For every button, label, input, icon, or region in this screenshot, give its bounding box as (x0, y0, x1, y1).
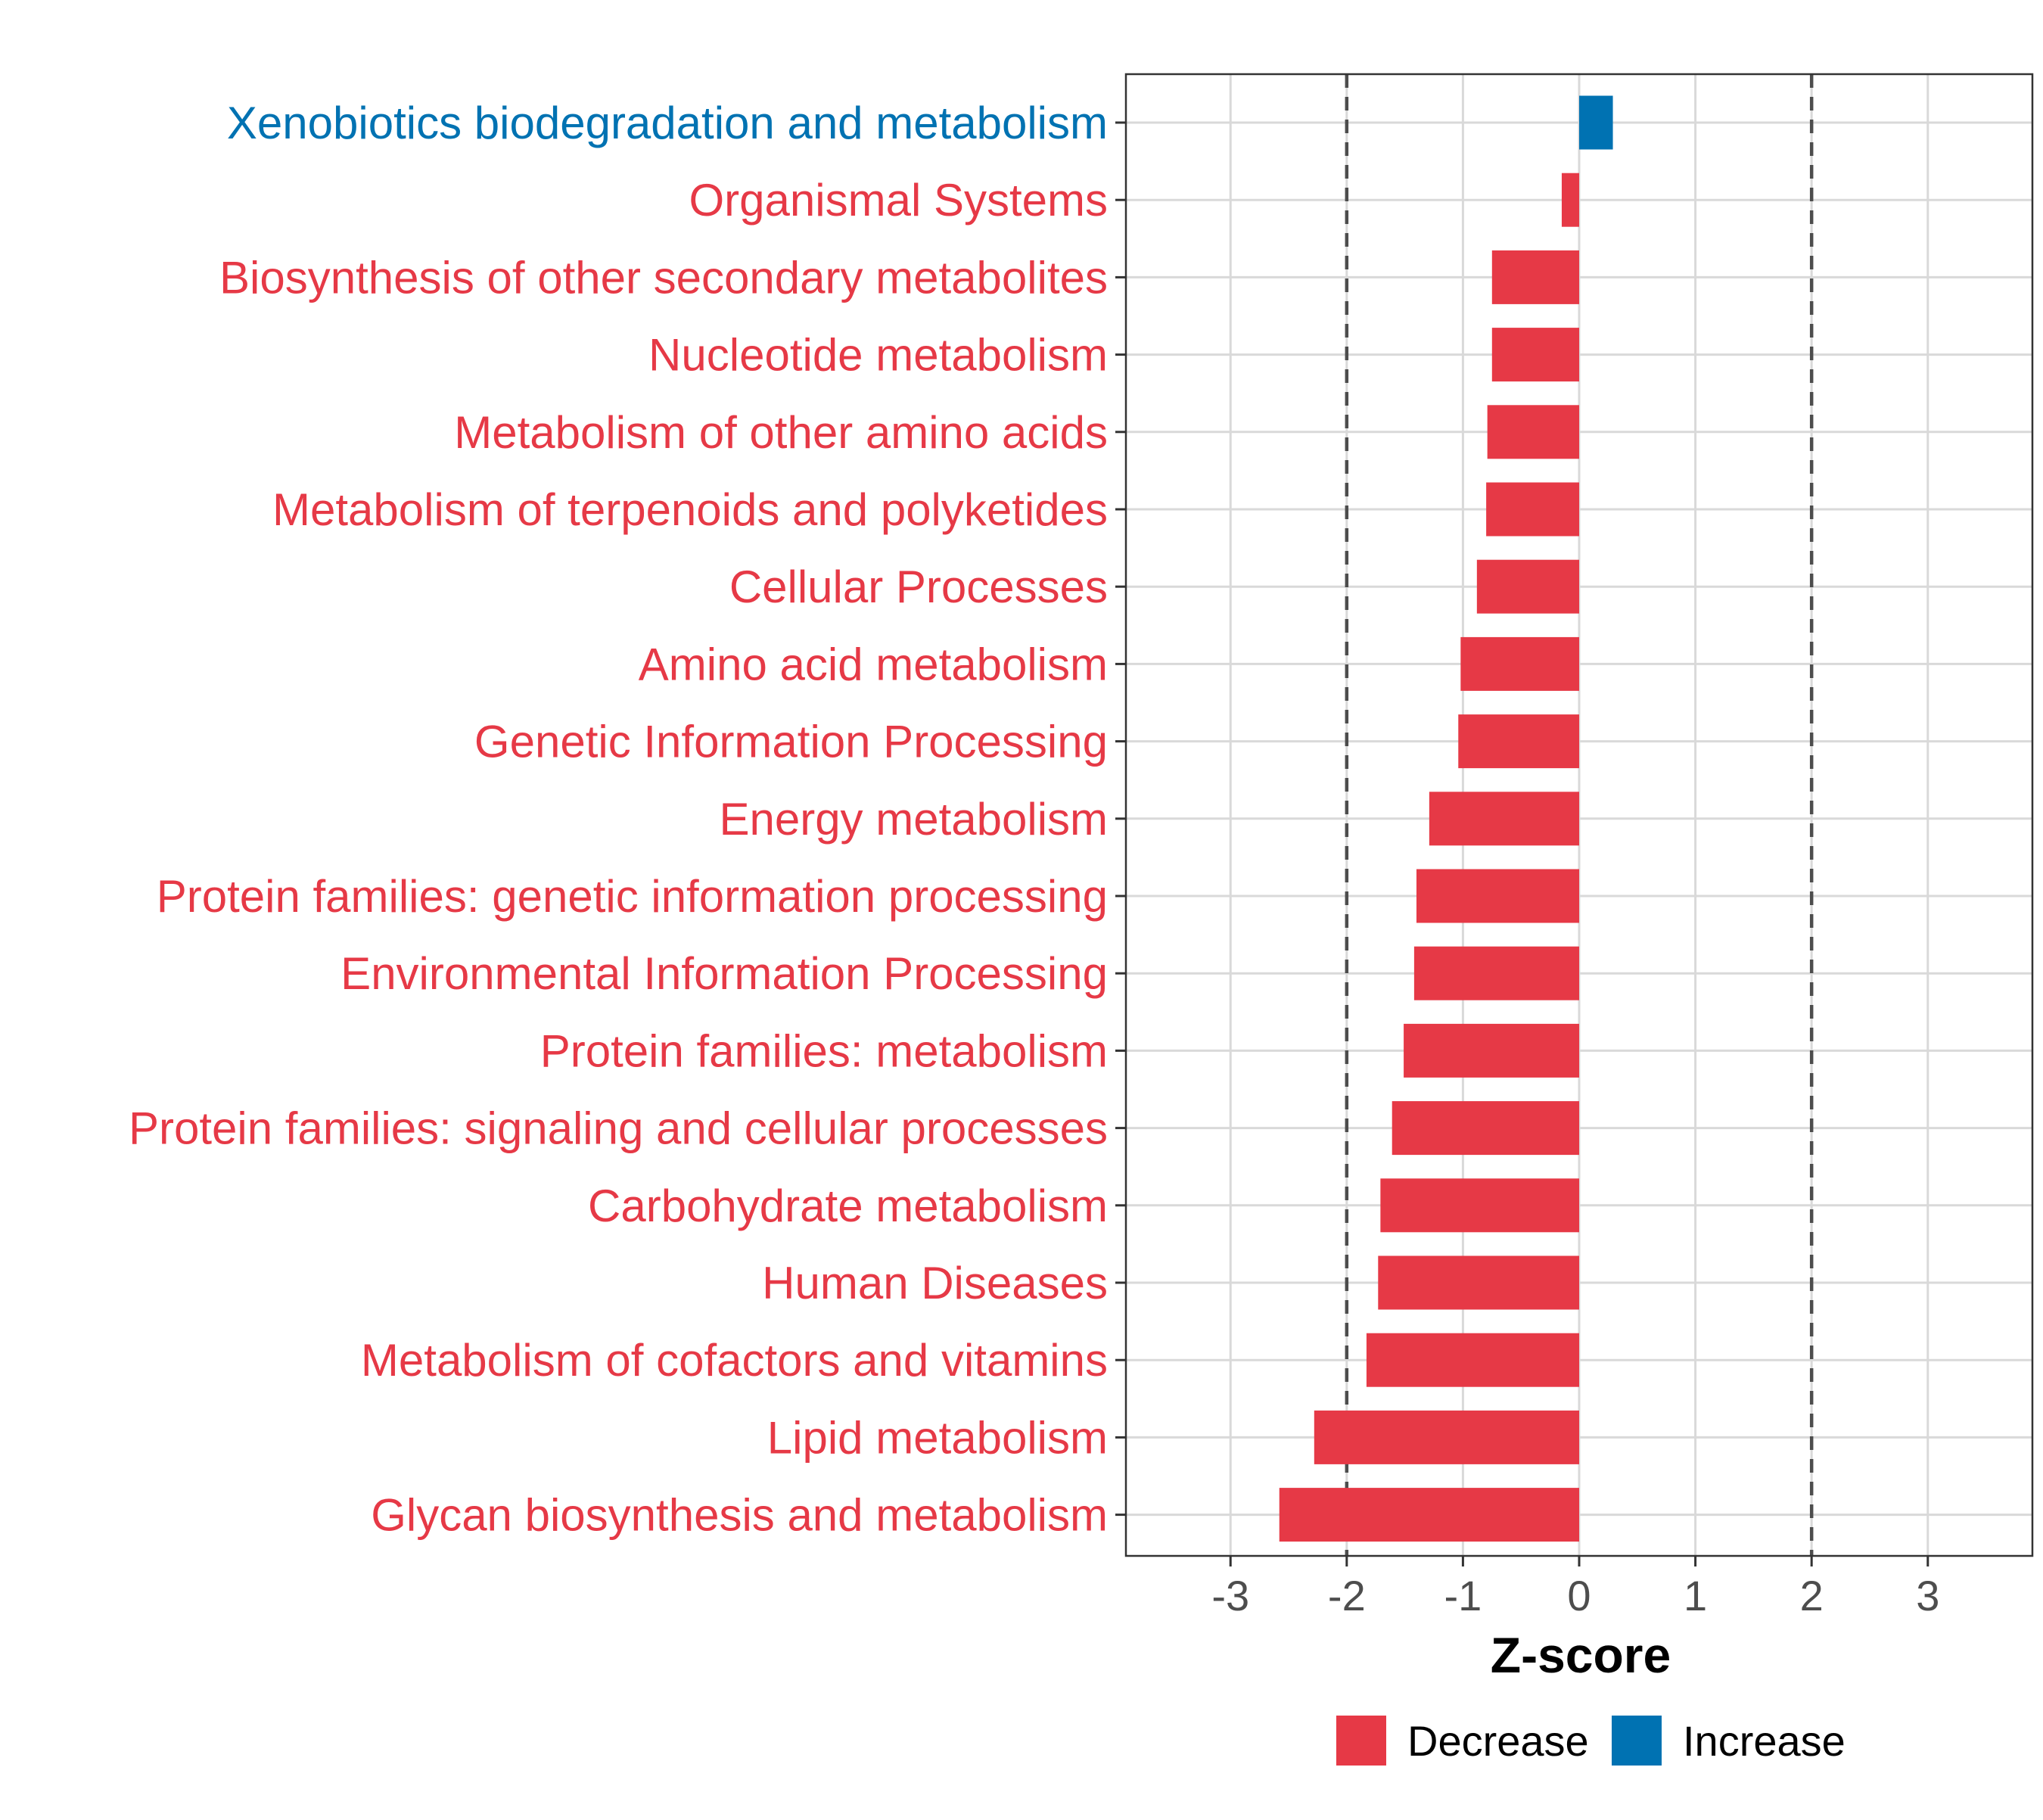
y-axis: Xenobiotics biodegradation and metabolis… (129, 98, 1126, 1541)
bar (1491, 250, 1579, 304)
x-tick-label: 1 (1684, 1572, 1707, 1619)
category-label: Lipid metabolism (767, 1412, 1108, 1463)
bar (1416, 869, 1579, 923)
category-label: Biosynthesis of other secondary metaboli… (219, 252, 1108, 303)
category-label: Genetic Information Processing (474, 717, 1108, 767)
bar (1561, 173, 1579, 227)
bar (1487, 405, 1579, 459)
bar (1380, 1178, 1579, 1233)
category-label: Energy metabolism (719, 794, 1108, 845)
category-label: Metabolism of cofactors and vitamins (361, 1335, 1108, 1386)
bar (1404, 1023, 1579, 1078)
legend-label: Increase (1683, 1717, 1846, 1765)
x-tick-label: -3 (1211, 1572, 1249, 1619)
category-label: Environmental Information Processing (340, 948, 1108, 999)
bar (1279, 1488, 1579, 1542)
legend-swatch (1336, 1716, 1386, 1766)
category-label: Xenobiotics biodegradation and metabolis… (227, 98, 1108, 148)
legend: Decrease Increase (1336, 1716, 1846, 1766)
threshold-layer (1345, 74, 1814, 1556)
category-label: Protein families: genetic information pr… (157, 871, 1108, 922)
bar (1314, 1410, 1579, 1464)
bar (1476, 559, 1579, 614)
category-label: Glycan biosynthesis and metabolism (371, 1490, 1108, 1541)
bar (1460, 636, 1579, 691)
category-label: Carbohydrate metabolism (588, 1181, 1108, 1231)
x-tick-label: 0 (1567, 1572, 1591, 1619)
bar (1486, 482, 1579, 537)
bar (1366, 1333, 1579, 1387)
bar (1378, 1255, 1579, 1310)
x-tick-label: -1 (1444, 1572, 1482, 1619)
bar (1429, 792, 1579, 846)
bar (1579, 95, 1613, 150)
x-axis: -3 -2 -1 0 1 2 3 (1211, 1556, 1939, 1619)
bar (1413, 946, 1579, 1000)
bar (1491, 328, 1579, 382)
x-axis-title: Z-score (1491, 1627, 1671, 1683)
category-label: Protein families: signaling and cellular… (129, 1103, 1108, 1154)
legend-label: Decrease (1407, 1717, 1589, 1765)
category-label: Nucleotide metabolism (648, 330, 1108, 381)
category-label: Protein families: metabolism (540, 1025, 1108, 1076)
bar (1392, 1101, 1579, 1156)
category-label: Metabolism of other amino acids (454, 407, 1108, 458)
category-label: Human Diseases (762, 1258, 1108, 1308)
x-tick-label: 2 (1800, 1572, 1824, 1619)
category-label: Amino acid metabolism (639, 639, 1108, 689)
category-label: Cellular Processes (729, 562, 1108, 612)
bar-layer (1279, 95, 1613, 1542)
legend-swatch (1612, 1716, 1662, 1766)
category-label: Metabolism of terpenoids and polyketides (272, 484, 1108, 535)
category-label: Organismal Systems (689, 175, 1108, 226)
x-tick-label: -2 (1328, 1572, 1366, 1619)
bar (1458, 714, 1579, 769)
x-tick-label: 3 (1916, 1572, 1939, 1619)
